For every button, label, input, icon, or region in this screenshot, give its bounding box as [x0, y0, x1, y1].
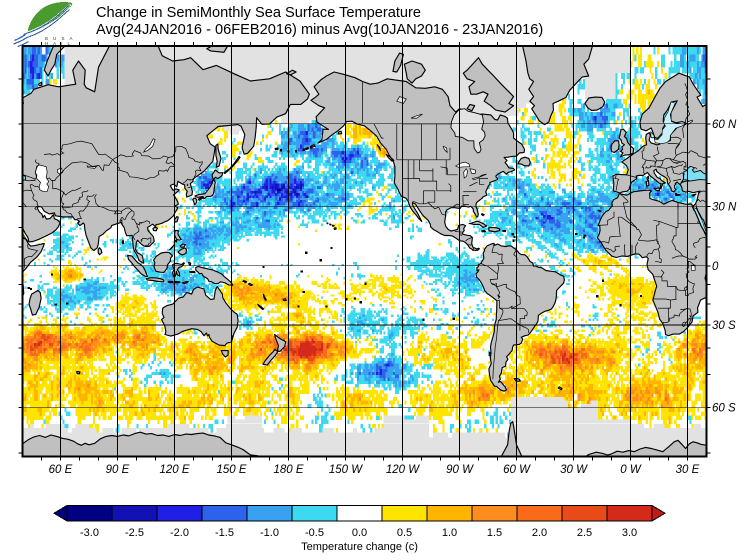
- svg-text:30 S: 30 S: [712, 320, 736, 332]
- svg-text:60 S: 60 S: [712, 403, 736, 415]
- svg-text:90 W: 90 W: [446, 464, 474, 476]
- svg-text:1.0: 1.0: [442, 527, 457, 539]
- svg-text:120 E: 120 E: [159, 464, 189, 476]
- svg-text:90 E: 90 E: [106, 464, 130, 476]
- svg-text:-3.0: -3.0: [80, 527, 99, 539]
- svg-text:-2.5: -2.5: [125, 527, 144, 539]
- svg-text:60 W: 60 W: [503, 464, 531, 476]
- svg-text:30 E: 30 E: [676, 464, 700, 476]
- svg-text:60 E: 60 E: [49, 464, 73, 476]
- svg-text:Change in SemiMonthly Sea Surf: Change in SemiMonthly Sea Surface Temper…: [96, 5, 421, 21]
- svg-text:Avg(24JAN2016 - 06FEB2016) min: Avg(24JAN2016 - 06FEB2016) minus Avg(10J…: [96, 22, 543, 38]
- svg-text:120 W: 120 W: [386, 464, 420, 476]
- svg-text:3.0: 3.0: [622, 527, 637, 539]
- svg-text:0.0: 0.0: [352, 527, 367, 539]
- svg-text:150 E: 150 E: [216, 464, 246, 476]
- svg-text:60 N: 60 N: [712, 119, 737, 131]
- svg-text:H A I L: H A I L: [45, 41, 72, 46]
- svg-text:-1.5: -1.5: [215, 527, 234, 539]
- svg-text:0.5: 0.5: [397, 527, 412, 539]
- svg-text:B U S A: B U S A: [45, 36, 74, 41]
- svg-text:30 N: 30 N: [712, 202, 737, 214]
- svg-text:0 W: 0 W: [620, 464, 642, 476]
- svg-text:-0.5: -0.5: [305, 527, 324, 539]
- svg-text:2.5: 2.5: [577, 527, 592, 539]
- svg-text:Temperature change (c): Temperature change (c): [301, 541, 418, 553]
- svg-text:1.5: 1.5: [487, 527, 502, 539]
- svg-text:-1.0: -1.0: [260, 527, 279, 539]
- svg-text:-2.0: -2.0: [170, 527, 189, 539]
- svg-text:0: 0: [712, 261, 719, 273]
- svg-text:30 W: 30 W: [560, 464, 588, 476]
- svg-text:150 W: 150 W: [329, 464, 363, 476]
- svg-text:180 E: 180 E: [273, 464, 303, 476]
- svg-text:2.0: 2.0: [532, 527, 547, 539]
